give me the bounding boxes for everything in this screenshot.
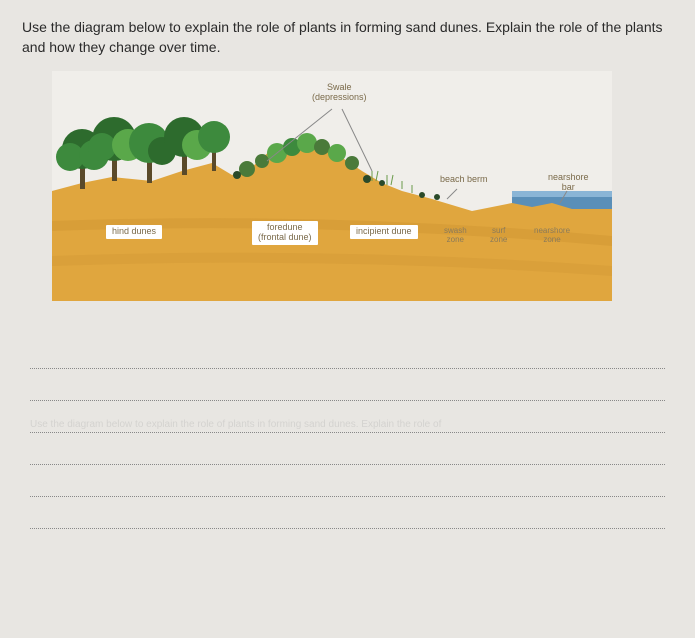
label-foredune: foredune (frontal dune) (252, 221, 318, 245)
watermark-text: Use the diagram below to explain the rol… (30, 419, 441, 430)
answer-area[interactable]: Use the diagram below to explain the rol… (22, 341, 673, 529)
answer-line[interactable] (30, 501, 665, 529)
label-beach-berm: beach berm (440, 175, 488, 185)
label-nearshore-bar: nearshore bar (548, 173, 589, 193)
label-hind-dunes: hind dunes (106, 225, 162, 239)
answer-line[interactable] (30, 437, 665, 465)
answer-line[interactable] (30, 341, 665, 369)
label-swale: Swale (depressions) (312, 83, 367, 103)
answer-line[interactable] (30, 373, 665, 401)
answer-line[interactable] (30, 469, 665, 497)
label-incipient-dune: incipient dune (350, 225, 418, 239)
answer-line[interactable]: Use the diagram below to explain the rol… (30, 405, 665, 433)
question-text: Use the diagram below to explain the rol… (22, 18, 673, 57)
dune-diagram: Swale (depressions) beach berm nearshore… (52, 71, 612, 301)
label-swash-zone: swash zone (444, 227, 467, 245)
label-nearshore-zone: nearshore zone (534, 227, 570, 245)
diagram-svg (52, 71, 612, 301)
label-surf-zone: surf zone (490, 227, 507, 245)
